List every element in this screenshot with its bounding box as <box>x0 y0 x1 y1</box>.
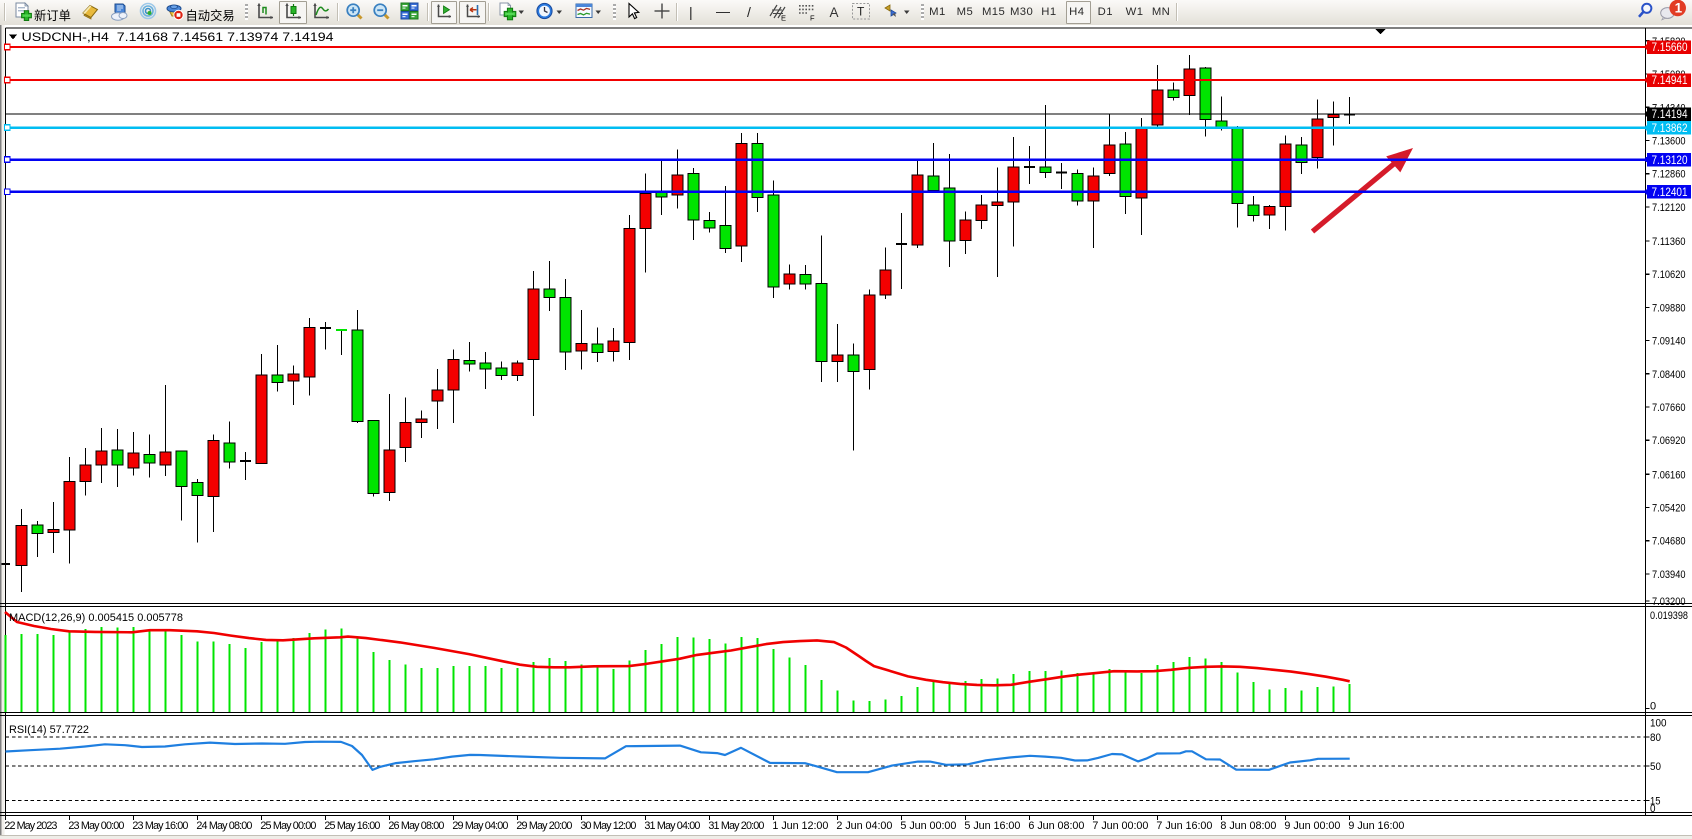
svg-text:7.13120: 7.13120 <box>1652 155 1688 167</box>
svg-text:8 Jun 08:00: 8 Jun 08:00 <box>1220 820 1276 832</box>
svg-text:7.12120: 7.12120 <box>1652 202 1686 214</box>
svg-text:22 May 2023: 22 May 2023 <box>4 820 57 832</box>
svg-text:23 May 00:00: 23 May 00:00 <box>68 820 124 832</box>
svg-text:80: 80 <box>1650 732 1661 744</box>
svg-text:30 May 12:00: 30 May 12:00 <box>580 820 636 832</box>
svg-text:7.11360: 7.11360 <box>1652 236 1686 248</box>
svg-text:9 Jun 00:00: 9 Jun 00:00 <box>1284 820 1340 832</box>
svg-text:USDCNH-,H4 7.14168 7.14561 7.: USDCNH-,H4 7.14168 7.14561 7.13974 7.141… <box>22 31 335 44</box>
svg-text:7.15660: 7.15660 <box>1652 42 1688 54</box>
svg-text:7.06920: 7.06920 <box>1652 435 1686 447</box>
svg-text:T: T <box>857 5 865 19</box>
svg-text:24 May 08:00: 24 May 08:00 <box>196 820 252 832</box>
svg-text:25 May 00:00: 25 May 00:00 <box>260 820 316 832</box>
svg-text:MACD(12,26,9) 0.005415 0.00577: MACD(12,26,9) 0.005415 0.005778 <box>9 612 183 624</box>
svg-text:23 May 16:00: 23 May 16:00 <box>132 820 188 832</box>
svg-text:7.13600: 7.13600 <box>1652 136 1686 148</box>
svg-text:1 Jun 12:00: 1 Jun 12:00 <box>772 820 828 832</box>
svg-text:2 Jun 04:00: 2 Jun 04:00 <box>836 820 892 832</box>
svg-text:7 Jun 16:00: 7 Jun 16:00 <box>1156 820 1212 832</box>
svg-text:9 Jun 16:00: 9 Jun 16:00 <box>1348 820 1404 832</box>
svg-text:0: 0 <box>1650 803 1656 815</box>
svg-text:7.09140: 7.09140 <box>1652 336 1686 348</box>
svg-text:7.14194: 7.14194 <box>1652 109 1689 121</box>
svg-text:26 May 08:00: 26 May 08:00 <box>388 820 444 832</box>
svg-text:1: 1 <box>1675 1 1683 16</box>
svg-text:0: 0 <box>1650 701 1656 713</box>
svg-text:E: E <box>781 14 786 23</box>
svg-text:7.03940: 7.03940 <box>1652 569 1686 581</box>
svg-text:0.019398: 0.019398 <box>1650 610 1688 622</box>
svg-text:15: 15 <box>1650 796 1661 808</box>
svg-text:7.03200: 7.03200 <box>1652 596 1686 608</box>
svg-text:7.13862: 7.13862 <box>1652 123 1688 135</box>
svg-text:7.14941: 7.14941 <box>1652 75 1688 87</box>
svg-text:5 Jun 00:00: 5 Jun 00:00 <box>900 820 956 832</box>
svg-text:50: 50 <box>1650 761 1661 773</box>
svg-text:7.12860: 7.12860 <box>1652 169 1686 181</box>
svg-text:7.09880: 7.09880 <box>1652 302 1686 314</box>
svg-text:100: 100 <box>1650 718 1667 730</box>
svg-text:29 May 04:00: 29 May 04:00 <box>452 820 508 832</box>
svg-text:7.07660: 7.07660 <box>1652 402 1686 414</box>
svg-text:25 May 16:00: 25 May 16:00 <box>324 820 380 832</box>
svg-text:29 May 20:00: 29 May 20:00 <box>516 820 572 832</box>
svg-text:31 May 04:00: 31 May 04:00 <box>644 820 700 832</box>
svg-text:F: F <box>810 14 815 23</box>
svg-text:7.12401: 7.12401 <box>1652 187 1688 199</box>
svg-text:5 Jun 16:00: 5 Jun 16:00 <box>964 820 1020 832</box>
svg-text:RSI(14) 57.7722: RSI(14) 57.7722 <box>9 724 89 736</box>
svg-text:7 Jun 00:00: 7 Jun 00:00 <box>1092 820 1148 832</box>
svg-text:7.04680: 7.04680 <box>1652 536 1686 548</box>
svg-text:7.05420: 7.05420 <box>1652 503 1686 515</box>
svg-text:6 Jun 08:00: 6 Jun 08:00 <box>1028 820 1084 832</box>
svg-text:7.10620: 7.10620 <box>1652 269 1686 281</box>
svg-text:31 May 20:00: 31 May 20:00 <box>708 820 764 832</box>
svg-text:7.08400: 7.08400 <box>1652 369 1686 381</box>
svg-text:7.06160: 7.06160 <box>1652 469 1686 481</box>
